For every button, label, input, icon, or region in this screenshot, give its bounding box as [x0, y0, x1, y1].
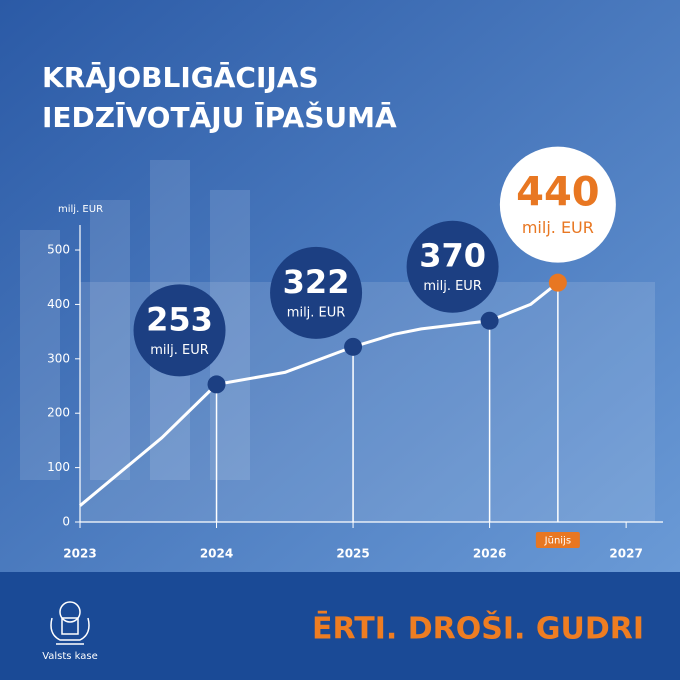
x-tick-label: 2025	[336, 547, 369, 561]
bubble	[499, 146, 616, 263]
line	[79, 281, 559, 507]
value-unit: milj. EUR	[423, 279, 482, 294]
value-label: 322	[283, 263, 350, 301]
logo	[50, 601, 90, 645]
value-unit: milj. EUR	[150, 343, 209, 358]
x-tick-label: 2027	[609, 547, 642, 561]
title-line: IEDZĪVOTĀJU ĪPAŠUMĀ	[42, 100, 397, 134]
y-axis-label: milj. EUR	[58, 204, 103, 215]
slogan: ĒRTI. DROŠI. GUDRI	[312, 610, 644, 647]
x-tick-label: 2024	[200, 547, 233, 561]
marker	[480, 311, 499, 330]
y-tick-label: 300	[47, 351, 70, 365]
y-tick-label: 200	[47, 406, 70, 420]
brand: Valsts kase	[42, 651, 98, 662]
y-tick-label: 500	[47, 243, 70, 257]
value-label: 370	[419, 237, 486, 275]
annotation-box	[535, 532, 580, 548]
marker	[344, 337, 363, 356]
marker	[207, 375, 226, 394]
marker	[548, 273, 567, 292]
footer-band	[0, 572, 680, 680]
y-tick-label: 400	[47, 297, 70, 311]
value-label: 253	[146, 300, 213, 338]
x-tick-label: 2023	[63, 547, 96, 561]
value-unit: milj. EUR	[522, 218, 594, 237]
y-tick-label: 100	[47, 460, 70, 474]
value-label: 440	[516, 170, 600, 216]
x-tick-label: 2026	[473, 547, 506, 561]
bubble	[270, 246, 363, 339]
bubble	[133, 284, 226, 377]
annotation: Jūnijs	[544, 536, 571, 547]
value-unit: milj. EUR	[287, 305, 346, 320]
title-line: KRĀJOBLIGĀCIJAS	[42, 61, 319, 94]
y-tick-label: 0	[62, 515, 70, 529]
bubble	[406, 220, 499, 313]
